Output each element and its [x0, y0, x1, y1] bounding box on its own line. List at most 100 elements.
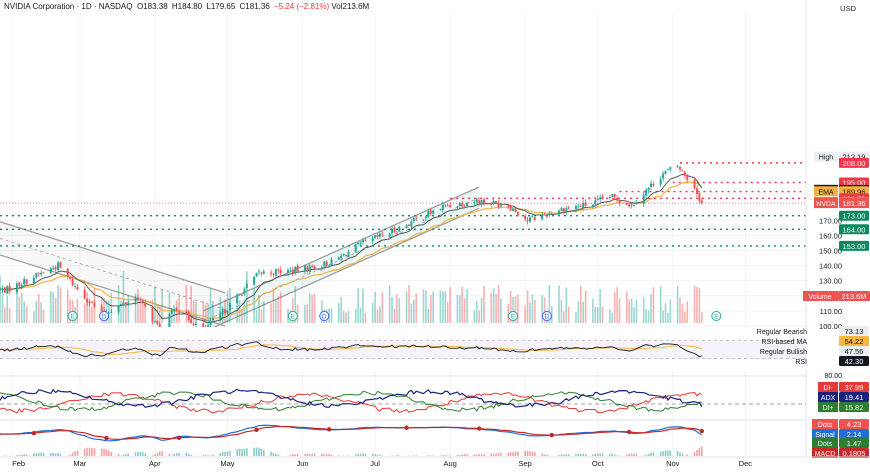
- price-label-text: 213.6M: [841, 292, 866, 301]
- price-label-text: 54.22: [845, 337, 864, 346]
- event-letter: D: [545, 314, 550, 321]
- candle-body: [84, 290, 86, 299]
- candle-body: [514, 209, 516, 212]
- volume-bar: [365, 313, 367, 323]
- macd-hist-bar: [428, 455, 430, 456]
- macd-hist-bar: [532, 452, 534, 456]
- volume-bar: [311, 295, 313, 323]
- macd-hist-bar: [326, 454, 328, 456]
- macd-hist-bar: [517, 451, 519, 456]
- candle-body: [355, 245, 357, 253]
- candle-body: [643, 195, 645, 204]
- event-letter: D: [322, 314, 327, 321]
- macd-cross-dot: [477, 426, 481, 430]
- candle-body: [534, 217, 536, 220]
- volume-bar: [478, 310, 480, 323]
- candle-body: [272, 274, 274, 275]
- macd-hist-bar: [38, 453, 40, 456]
- volume-bar: [585, 290, 587, 323]
- volume-bar: [527, 290, 529, 323]
- candle-body: [544, 214, 546, 215]
- volume-bar: [679, 298, 681, 323]
- x-tick-label: Sep: [518, 459, 531, 468]
- volume-bar: [77, 299, 79, 323]
- candle-body: [510, 206, 512, 210]
- macd-cross-dot: [627, 430, 631, 434]
- volume-bar: [461, 287, 463, 323]
- macd-hist-bar: [86, 448, 88, 456]
- rsi-label-text: Regular Bearish: [757, 329, 807, 336]
- macd-hist-bar: [331, 455, 333, 456]
- candle-body: [142, 300, 144, 302]
- candle-body: [86, 299, 88, 303]
- candle-body: [456, 206, 458, 207]
- high-label: H: [172, 2, 178, 11]
- volume-bar: [645, 309, 647, 323]
- macd-hist-bar: [142, 452, 144, 456]
- x-tick-label: Jun: [296, 459, 308, 468]
- candle-body: [461, 203, 463, 206]
- macd-hist-bar: [125, 454, 127, 456]
- candle-body: [52, 268, 54, 269]
- volume-bar: [561, 300, 563, 323]
- candle-body: [362, 240, 364, 242]
- price-label-text: 73.13: [845, 327, 864, 336]
- candle-body: [23, 279, 25, 284]
- volume-bar: [449, 287, 451, 323]
- event-letter: D: [102, 314, 107, 321]
- candle-body: [650, 184, 652, 187]
- macd-hist-bar: [444, 455, 446, 456]
- macd-hist-bar: [127, 453, 129, 456]
- volume-bar: [261, 309, 263, 323]
- candle-body: [459, 203, 461, 206]
- candle-body: [430, 210, 432, 214]
- macd-hist-bar: [580, 454, 582, 456]
- price-label-text: 2.14: [847, 430, 862, 439]
- price-label-text: 4.23: [847, 420, 862, 429]
- macd-hist-bar: [212, 455, 214, 456]
- macd-cross-dot: [700, 429, 704, 433]
- macd-hist-bar: [253, 448, 255, 456]
- macd-hist-bar: [498, 453, 500, 456]
- macd-hist-bar: [592, 454, 594, 456]
- symbol-title[interactable]: NVIDIA Corporation · 1D · NASDAQ: [4, 2, 132, 11]
- macd-hist-bar: [628, 454, 630, 456]
- candle-body: [660, 179, 662, 185]
- candle-body: [340, 256, 342, 259]
- candle-body: [393, 228, 395, 232]
- macd-hist-bar: [660, 452, 662, 456]
- macd-hist-bar: [157, 453, 159, 456]
- candle-body: [444, 205, 446, 206]
- volume-bar: [466, 289, 468, 323]
- low-value: 179.65: [211, 2, 235, 11]
- volume-bar: [391, 297, 393, 323]
- macd-hist-bar: [626, 455, 628, 456]
- macd-hist-bar: [396, 455, 398, 456]
- volume-bar: [490, 293, 492, 323]
- volume-bar: [694, 285, 696, 323]
- macd-hist-bar: [33, 454, 35, 456]
- volume-bar: [430, 295, 432, 323]
- candle-body: [33, 278, 35, 284]
- macd-cross-dot: [327, 427, 331, 431]
- candle-body: [531, 216, 533, 217]
- candle-body: [619, 201, 621, 203]
- macd-hist-bar: [495, 454, 497, 456]
- macd-hist-bar: [481, 454, 483, 456]
- macd-hist-bar: [60, 454, 62, 456]
- macd-hist-bar: [653, 453, 655, 456]
- macd-hist-bar: [372, 454, 374, 456]
- volume-bar: [423, 289, 425, 323]
- candle-body: [1, 289, 3, 290]
- candle-body: [156, 321, 158, 324]
- candle-body: [122, 303, 124, 305]
- volume-bar: [447, 302, 449, 323]
- candle-body: [483, 199, 485, 203]
- macd-tag-text: Signal: [815, 432, 835, 439]
- candle-body: [263, 271, 265, 273]
- volume-bar: [580, 285, 582, 323]
- price-label-text: 173.00: [843, 212, 866, 221]
- macd-hist-bar: [50, 453, 52, 456]
- volume-label: Volume: [808, 294, 831, 301]
